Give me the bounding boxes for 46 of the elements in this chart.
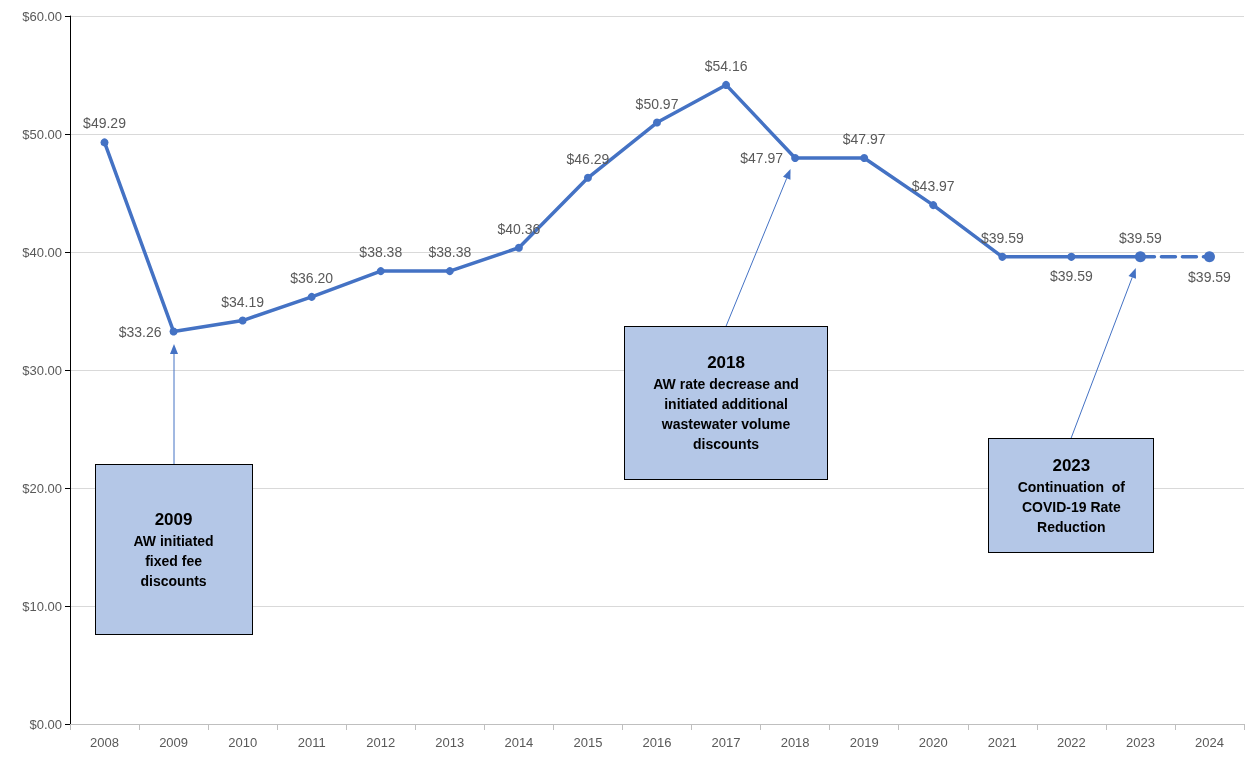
x-tick-label: 2019	[849, 735, 879, 750]
annotation: 2018 AW rate decrease and initiated additional wastewater volume discounts	[653, 352, 799, 454]
data-label: $49.29	[83, 115, 127, 132]
data-label: $46.29	[566, 150, 610, 167]
y-tick-label: $0.00	[29, 716, 62, 732]
data-label: $43.97	[911, 178, 955, 195]
x-tick-label: 2008	[90, 735, 119, 750]
data-label: $38.38	[359, 244, 403, 261]
x-tick-label: 2011	[297, 735, 326, 750]
data-label: $47.97	[842, 130, 886, 147]
y-tick-label: $60.00	[22, 8, 62, 24]
x-tick-label: 2012	[366, 735, 396, 750]
data-label: $33.26	[118, 323, 162, 340]
x-tick-label: 2009	[159, 735, 189, 750]
y-tick-label: $10.00	[22, 598, 62, 614]
annotation: 2009 AW initiated fixed fee discounts	[133, 508, 214, 591]
note-box: 2009 AW initiated fixed fee discounts	[94, 464, 253, 636]
x-tick-label: 2017	[711, 735, 741, 750]
x-tick-label: 2024	[1195, 735, 1224, 750]
x-tick-label: 2021	[987, 735, 1017, 750]
y-tick-label: $20.00	[22, 480, 62, 496]
x-tick-label: 2022	[1056, 735, 1086, 750]
data-label: $39.59	[1119, 229, 1163, 246]
x-tick-label: 2013	[435, 735, 465, 750]
y-tick-label: $40.00	[22, 244, 62, 260]
x-tick-label: 2023	[1125, 735, 1155, 750]
x-tick-label: 2016	[642, 735, 672, 750]
data-label: $54.16	[704, 57, 748, 74]
data-label: $39.59	[1049, 267, 1093, 284]
data-label: $38.38	[428, 244, 472, 261]
data-label: $39.59	[1188, 269, 1232, 286]
data-label: $36.20	[290, 269, 334, 286]
data-label: $47.97	[740, 149, 784, 166]
x-tick-label: 2018	[780, 735, 810, 750]
x-tick-label: 2015	[573, 735, 603, 750]
x-tick-label: 2020	[918, 735, 948, 750]
data-label: $34.19	[221, 293, 265, 310]
x-tick-label: 2014	[504, 735, 534, 750]
x-tick-label: 2010	[228, 735, 258, 750]
data-label: $39.59	[980, 229, 1024, 246]
data-label: $50.97	[635, 95, 679, 112]
y-tick-label: $30.00	[22, 362, 62, 378]
note-box: 2023 Continuation of COVID-19 Rate Reduction	[988, 438, 1155, 553]
annotation: 2023 Continuation of COVID-19 Rate Reduction	[1017, 454, 1125, 537]
y-tick-label: $50.00	[22, 126, 62, 142]
note-box: 2018 AW rate decrease and initiated additional wastewater volume discounts	[624, 326, 829, 480]
